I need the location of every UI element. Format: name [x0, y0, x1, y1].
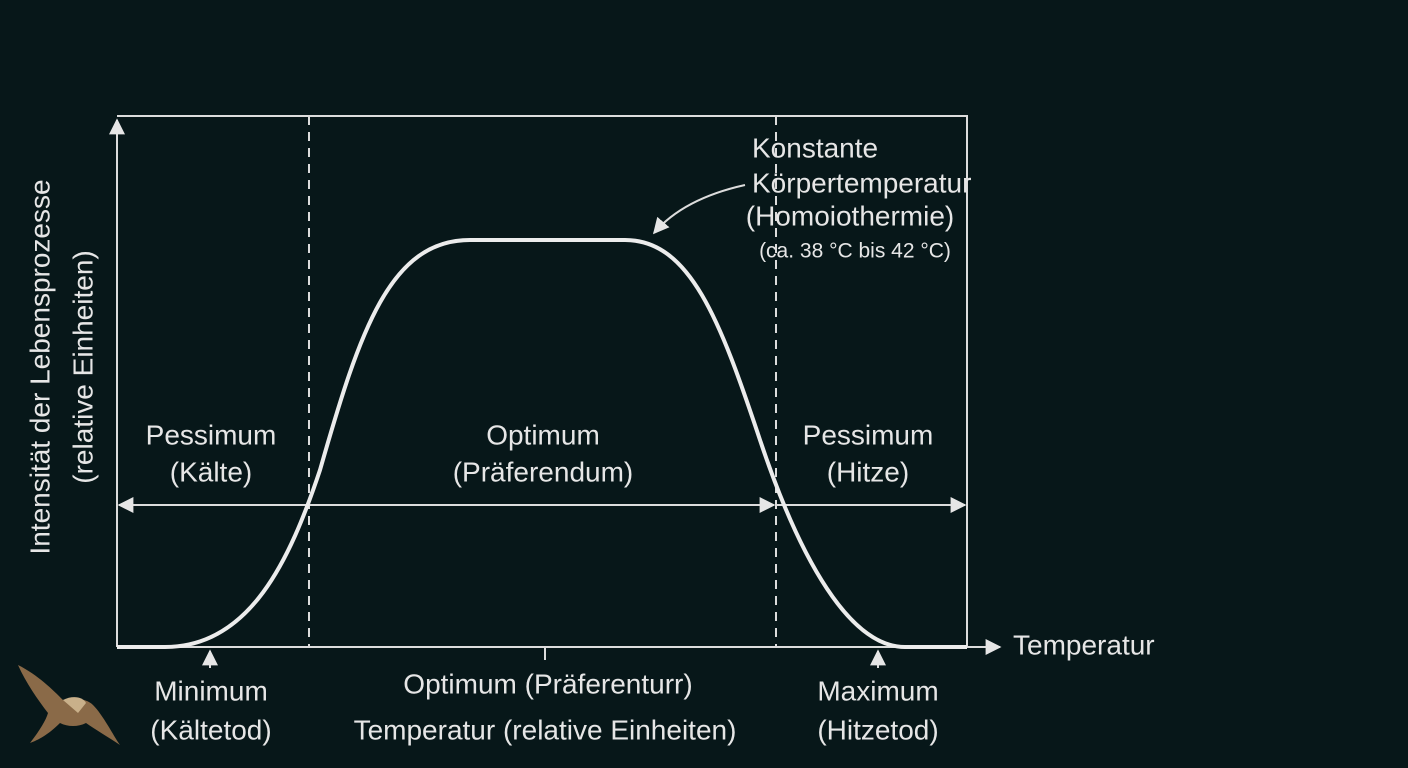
annotation-line: Konstante	[752, 132, 878, 163]
zone-subtitle: (Kälte)	[170, 456, 252, 487]
frame	[117, 115, 968, 647]
x-axis-label: Temperatur	[1013, 629, 1155, 660]
zone-title: Optimum	[486, 419, 600, 450]
zone-title: Pessimum	[146, 419, 277, 450]
zone-title: Pessimum	[803, 419, 934, 450]
annotation-line: (ca. 38 °C bis 42 °C)	[759, 240, 951, 263]
marker-label: (Kältetod)	[150, 714, 271, 745]
zone-subtitle: (Präferendum)	[453, 456, 634, 487]
marker-label: Temperatur (relative Einheiten)	[354, 714, 737, 745]
marker-label: Minimum	[154, 675, 268, 706]
marker-label: (Hitzetod)	[817, 714, 938, 745]
bird-icon	[18, 665, 120, 745]
zone-subtitle: (Hitze)	[827, 456, 909, 487]
y-axis-label-line: (relative Einheiten)	[67, 250, 98, 483]
marker-label: Optimum (Präferenturr)	[403, 668, 692, 699]
tolerance-curve	[117, 238, 967, 649]
annotation-line: Körpertemperatur	[752, 167, 971, 198]
annotation-arrow	[652, 184, 746, 235]
marker-label: Maximum	[817, 675, 938, 706]
annotation-line: (Homoiothermie)	[746, 200, 955, 231]
y-axis-label: Intensität der Lebensprozesse (relative …	[24, 179, 98, 554]
y-axis-label-line: Intensität der Lebensprozesse	[24, 179, 55, 554]
